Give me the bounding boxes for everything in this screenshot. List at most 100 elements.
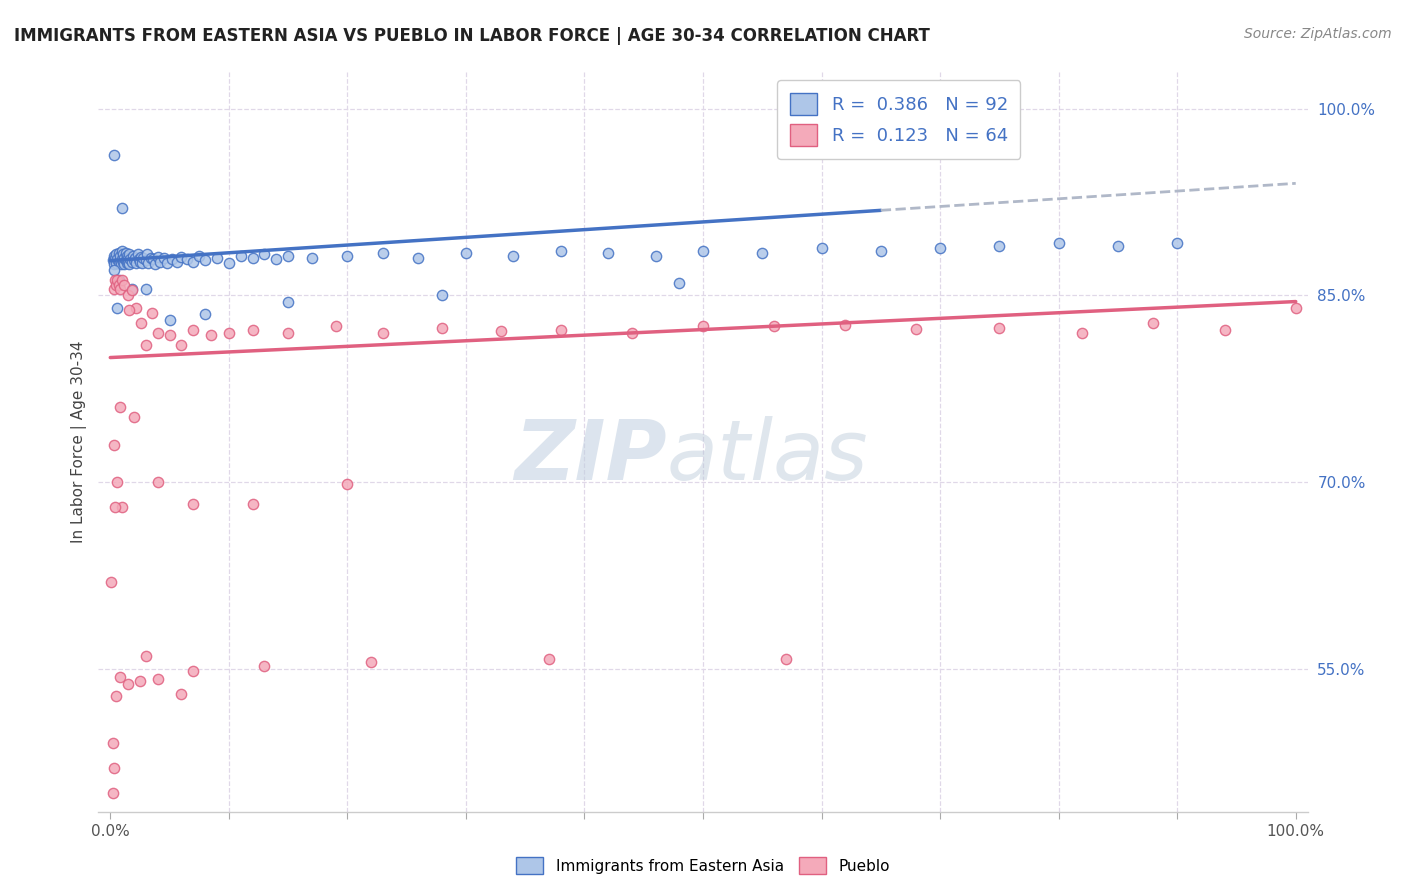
Point — [129, 250, 152, 264]
Point — [117, 676, 139, 690]
Point — [537, 651, 560, 665]
Text: Source: ZipAtlas.com: Source: ZipAtlas.com — [1244, 27, 1392, 41]
Point — [118, 257, 141, 271]
Point — [550, 323, 572, 337]
Point — [115, 248, 138, 262]
Point — [104, 273, 127, 287]
Point — [118, 303, 141, 318]
Point — [103, 761, 125, 775]
Point — [108, 248, 131, 262]
Point — [491, 325, 513, 339]
Point — [108, 401, 131, 415]
Point — [692, 244, 714, 258]
Point — [218, 326, 240, 340]
Point — [775, 651, 797, 665]
Point — [194, 307, 217, 321]
Point — [129, 316, 152, 330]
Point — [111, 201, 134, 215]
Point — [156, 256, 179, 270]
Point — [159, 313, 181, 327]
Point — [1107, 238, 1129, 252]
Point — [104, 251, 127, 265]
Point — [181, 664, 204, 678]
Point — [336, 248, 359, 262]
Point — [242, 497, 264, 511]
Point — [136, 247, 159, 261]
Point — [141, 306, 163, 320]
Point — [110, 257, 132, 271]
Legend: R =  0.386   N = 92, R =  0.123   N = 64: R = 0.386 N = 92, R = 0.123 N = 64 — [778, 80, 1021, 159]
Point — [408, 251, 430, 265]
Point — [121, 248, 143, 262]
Point — [200, 328, 222, 343]
Point — [253, 659, 276, 673]
Point — [107, 246, 129, 260]
Point — [122, 410, 145, 425]
Point — [100, 574, 122, 589]
Point — [869, 244, 891, 258]
Point — [111, 500, 134, 514]
Point — [103, 437, 125, 451]
Point — [105, 252, 128, 267]
Point — [128, 252, 150, 267]
Point — [181, 323, 204, 337]
Point — [301, 251, 323, 265]
Point — [598, 246, 620, 260]
Point — [101, 736, 124, 750]
Point — [149, 254, 172, 268]
Point — [929, 241, 952, 255]
Point — [763, 319, 786, 334]
Point — [1166, 236, 1188, 251]
Point — [1285, 301, 1308, 315]
Point — [188, 248, 211, 262]
Point — [242, 251, 264, 265]
Point — [692, 319, 714, 334]
Text: IMMIGRANTS FROM EASTERN ASIA VS PUEBLO IN LABOR FORCE | AGE 30-34 CORRELATION CH: IMMIGRANTS FROM EASTERN ASIA VS PUEBLO I… — [14, 27, 929, 45]
Point — [988, 320, 1011, 334]
Point — [117, 251, 139, 265]
Point — [124, 251, 146, 265]
Point — [135, 282, 157, 296]
Point — [107, 273, 129, 287]
Point — [135, 253, 157, 268]
Y-axis label: In Labor Force | Age 30-34: In Labor Force | Age 30-34 — [72, 340, 87, 543]
Point — [105, 273, 128, 287]
Point — [104, 500, 127, 514]
Point — [810, 241, 832, 255]
Point — [146, 326, 169, 340]
Point — [644, 248, 666, 262]
Point — [114, 257, 136, 271]
Point — [160, 252, 183, 267]
Point — [101, 786, 124, 800]
Point — [117, 254, 139, 268]
Point — [103, 282, 125, 296]
Point — [112, 247, 135, 261]
Point — [111, 273, 134, 287]
Point — [146, 250, 169, 264]
Point — [152, 251, 174, 265]
Point — [325, 319, 347, 334]
Point — [103, 147, 125, 161]
Point — [103, 257, 125, 271]
Point — [107, 254, 129, 268]
Point — [751, 246, 773, 260]
Point — [1071, 326, 1094, 340]
Point — [101, 253, 124, 268]
Point — [105, 247, 128, 261]
Point — [111, 252, 134, 267]
Point — [277, 248, 299, 262]
Point — [108, 282, 131, 296]
Point — [114, 246, 136, 260]
Point — [117, 288, 139, 302]
Text: atlas: atlas — [666, 416, 869, 497]
Point — [111, 244, 134, 258]
Legend: Immigrants from Eastern Asia, Pueblo: Immigrants from Eastern Asia, Pueblo — [510, 851, 896, 880]
Point — [118, 247, 141, 261]
Point — [205, 251, 228, 265]
Point — [105, 256, 128, 270]
Point — [834, 318, 856, 333]
Point — [176, 252, 198, 267]
Point — [103, 248, 125, 262]
Point — [668, 276, 690, 290]
Point — [120, 252, 142, 267]
